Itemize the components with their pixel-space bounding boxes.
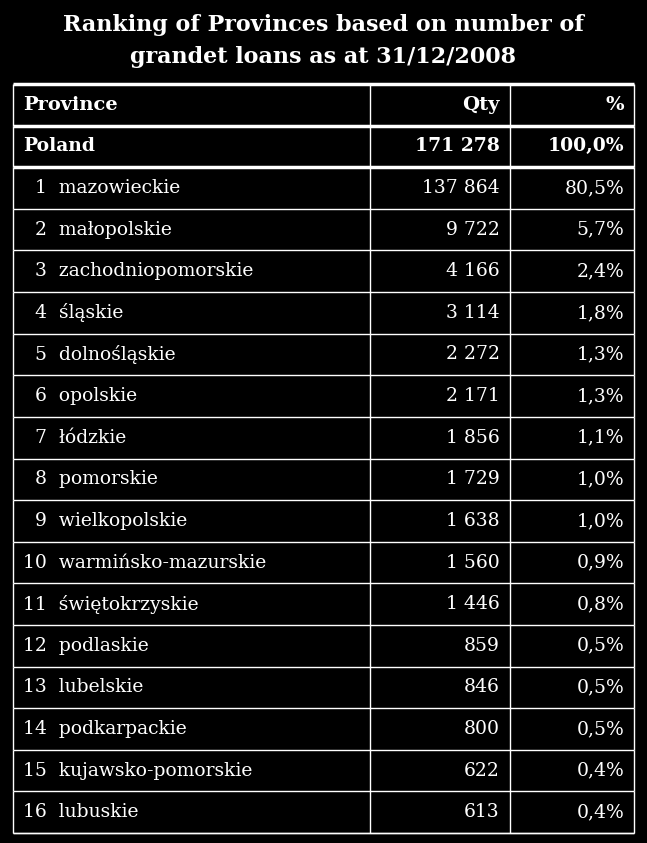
Text: 171 278: 171 278 [415, 137, 499, 155]
Text: 0,5%: 0,5% [576, 720, 624, 738]
Text: 5,7%: 5,7% [576, 221, 624, 239]
Text: 1,3%: 1,3% [576, 387, 624, 405]
Text: 622: 622 [464, 761, 499, 780]
Text: 800: 800 [464, 720, 499, 738]
Text: 1 856: 1 856 [446, 429, 499, 447]
Text: %: % [606, 96, 624, 114]
Text: 0,5%: 0,5% [576, 636, 624, 655]
Text: 1 446: 1 446 [446, 595, 499, 613]
Text: 1,8%: 1,8% [576, 303, 624, 322]
Text: 80,5%: 80,5% [564, 179, 624, 197]
Text: 100,0%: 100,0% [547, 137, 624, 155]
Text: 2,4%: 2,4% [576, 262, 624, 280]
Text: 14  podkarpackie: 14 podkarpackie [23, 720, 187, 738]
Text: 7  łódzkie: 7 łódzkie [23, 429, 126, 447]
Text: 613: 613 [464, 803, 499, 821]
Text: 846: 846 [464, 679, 499, 696]
Text: 6  opolskie: 6 opolskie [23, 387, 137, 405]
Text: 11  świętokrzyskie: 11 świętokrzyskie [23, 594, 199, 614]
Text: 1,0%: 1,0% [576, 470, 624, 488]
Text: Province: Province [23, 96, 118, 114]
Text: 10  warmińsko-mazurskie: 10 warmińsko-mazurskie [23, 554, 267, 572]
Text: 3  zachodniopomorskie: 3 zachodniopomorskie [23, 262, 254, 280]
Text: 0,9%: 0,9% [576, 554, 624, 572]
Text: 2 272: 2 272 [446, 346, 499, 363]
Text: Poland: Poland [23, 137, 95, 155]
Text: 12  podlaskie: 12 podlaskie [23, 636, 149, 655]
Text: 1  mazowieckie: 1 mazowieckie [23, 179, 181, 197]
Text: 0,8%: 0,8% [576, 595, 624, 613]
Text: 1,3%: 1,3% [576, 346, 624, 363]
Text: 4 166: 4 166 [446, 262, 499, 280]
Text: 0,4%: 0,4% [576, 761, 624, 780]
Text: 15  kujawsko-pomorskie: 15 kujawsko-pomorskie [23, 761, 252, 780]
Text: Qty: Qty [463, 96, 499, 114]
Text: 859: 859 [464, 636, 499, 655]
Text: 3 114: 3 114 [446, 303, 499, 322]
Text: 16  lubuskie: 16 lubuskie [23, 803, 138, 821]
Text: 2 171: 2 171 [446, 387, 499, 405]
Text: 2  małopolskie: 2 małopolskie [23, 221, 172, 239]
Text: 4  śląskie: 4 śląskie [23, 303, 124, 322]
Text: 1 729: 1 729 [446, 470, 499, 488]
Text: 9 722: 9 722 [446, 221, 499, 239]
Text: 0,5%: 0,5% [576, 679, 624, 696]
Text: grandet loans as at 31/12/2008: grandet loans as at 31/12/2008 [131, 46, 516, 67]
Text: 1 560: 1 560 [446, 554, 499, 572]
Text: 8  pomorskie: 8 pomorskie [23, 470, 158, 488]
Text: 1,0%: 1,0% [576, 512, 624, 530]
Text: 137 864: 137 864 [422, 179, 499, 197]
Text: 5  dolnośląskie: 5 dolnośląskie [23, 345, 175, 364]
Text: 9  wielkopolskie: 9 wielkopolskie [23, 512, 187, 530]
Text: 0,4%: 0,4% [576, 803, 624, 821]
Text: Ranking of Provinces based on number of: Ranking of Provinces based on number of [63, 14, 584, 36]
Text: 13  lubelskie: 13 lubelskie [23, 679, 144, 696]
Text: 1,1%: 1,1% [576, 429, 624, 447]
Text: 1 638: 1 638 [446, 512, 499, 530]
